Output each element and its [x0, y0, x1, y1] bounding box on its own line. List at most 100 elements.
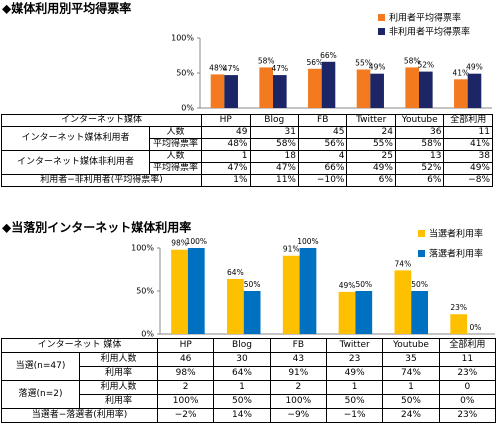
table-cell: 50% — [382, 394, 440, 409]
value-label: 100% — [297, 237, 318, 246]
table-cell: −8% — [443, 174, 493, 187]
table-cell: 落選(n=2) — [1, 380, 80, 409]
table-cell: −1% — [325, 408, 384, 423]
value-label: 64% — [227, 268, 244, 277]
table-cell: 41% — [443, 138, 493, 151]
table-cell: 98% — [156, 366, 215, 381]
table-cell: 47% — [201, 162, 251, 175]
legend-label: 非利用者平均得票率 — [389, 26, 470, 38]
table-cell: 1% — [201, 174, 251, 187]
table-cell: Blog — [213, 338, 271, 353]
table-cell: 23 — [325, 352, 384, 367]
value-label: 50% — [244, 280, 261, 289]
table-cell: 14% — [213, 408, 271, 423]
table-cell: 当選者−落選者(利用率) — [1, 408, 158, 423]
table-cell: インターネット媒体 — [0, 114, 203, 127]
bar — [243, 291, 261, 334]
table-cell: インターネット媒体利用者 — [1, 126, 150, 151]
legend-swatch — [418, 230, 425, 237]
bar — [282, 255, 300, 334]
table-row: インターネット媒体利用者 人数 49 31 45 24 36 11 — [1, 126, 493, 151]
table-cell: 13 — [394, 150, 445, 163]
table-cell: 49% — [443, 162, 493, 175]
table-cell: 24 — [346, 126, 396, 139]
bar — [299, 248, 317, 334]
table-cell: FB — [297, 114, 348, 127]
bar — [411, 291, 428, 334]
table-cell: 11% — [249, 174, 299, 187]
table-cell: Twitter — [325, 338, 384, 353]
bar — [224, 75, 238, 108]
y-tick-label: 0% — [141, 330, 154, 339]
table-cell: 1 — [325, 380, 384, 395]
table-cell: インターネット媒体非利用者 — [1, 150, 150, 175]
table-cell: 49% — [325, 366, 384, 381]
value-label: 100% — [186, 237, 207, 246]
table-row: インターネット媒体 HP Blog FB Twitter Youtube 全部利用 — [0, 114, 493, 127]
table-cell: 1 — [213, 380, 271, 395]
legend-label: 当選者利用率 — [429, 228, 483, 240]
table-cell: 24% — [382, 408, 440, 423]
table-cell: 23% — [438, 366, 497, 381]
table-cell: 当選(n=47) — [1, 352, 80, 381]
table-row: 平均得票率 47% 47% 66% 49% 52% 49% — [2, 162, 493, 175]
table-cell: 43 — [269, 352, 327, 367]
table-cell: 23% — [438, 408, 497, 423]
chart-title: ◆媒体利用別平均得票率 — [2, 1, 131, 16]
table-cell: 52% — [394, 162, 445, 175]
value-label: 47% — [223, 64, 240, 73]
table-cell: Twitter — [346, 114, 396, 127]
value-label: 23% — [450, 303, 467, 312]
table-cell: 1 — [201, 150, 251, 163]
bar — [227, 278, 244, 334]
table-cell: 49 — [201, 126, 251, 139]
table-cell: 30 — [213, 352, 271, 367]
value-label: 47% — [271, 64, 288, 73]
y-tick-label: 50% — [176, 69, 194, 78]
value-label: 74% — [395, 259, 412, 268]
y-tick-label: 0% — [181, 104, 194, 113]
table-cell: 6% — [394, 174, 445, 187]
table-cell: 利用率 — [79, 394, 158, 409]
table-cell: 48% — [201, 138, 251, 151]
y-tick-label: 50% — [136, 287, 154, 296]
bar — [308, 68, 322, 108]
table-row: 当選者−落選者(利用率) −2% 14% −9% −1% 24% 23% — [1, 408, 497, 423]
bar — [210, 74, 225, 108]
table-cell: 4 — [297, 150, 348, 163]
bar — [370, 73, 384, 108]
table-cell: 58% — [249, 138, 299, 151]
value-label: 50% — [355, 280, 372, 289]
table-cell: 利用人数 — [79, 352, 158, 367]
table-cell: 25 — [346, 150, 396, 163]
value-label: 49% — [339, 281, 356, 290]
table-cell: 56% — [297, 138, 348, 151]
table-row: 当選(n=47) 利用人数 46 30 43 23 35 11 — [1, 352, 497, 381]
table-row: インターネット媒体非利用者 人数 1 18 4 25 13 38 — [1, 150, 493, 175]
table-cell: 31 — [249, 126, 299, 139]
bar — [467, 73, 482, 108]
bar — [171, 249, 188, 334]
table-cell: 人数 — [148, 126, 203, 139]
table-row: 利用率 98% 64% 91% 49% 74% 23% — [2, 366, 497, 381]
table-cell: 49% — [346, 162, 396, 175]
table-cell: HP — [156, 338, 215, 353]
table-cell: 36 — [394, 126, 445, 139]
table-cell: 利用人数 — [79, 380, 158, 395]
value-label: 49% — [466, 63, 483, 72]
legend-label: 落選者利用率 — [429, 248, 483, 260]
table-cell: 100% — [156, 394, 215, 409]
table-cell: 2 — [156, 380, 215, 395]
table-cell: −10% — [297, 174, 348, 187]
table-cell: Youtube — [382, 338, 440, 353]
chart-title: ◆当落別インターネット媒体利用率 — [2, 220, 191, 235]
bar — [405, 67, 419, 108]
y-tick-label: 100% — [171, 34, 194, 43]
table-row: 落選(n=2) 利用人数 2 1 2 1 1 0 — [1, 380, 497, 409]
table-cell: 55% — [346, 138, 396, 151]
table-cell: 平均得票率 — [148, 162, 203, 175]
bar — [450, 314, 468, 334]
value-label: 48% — [209, 63, 226, 72]
bar — [259, 67, 273, 108]
